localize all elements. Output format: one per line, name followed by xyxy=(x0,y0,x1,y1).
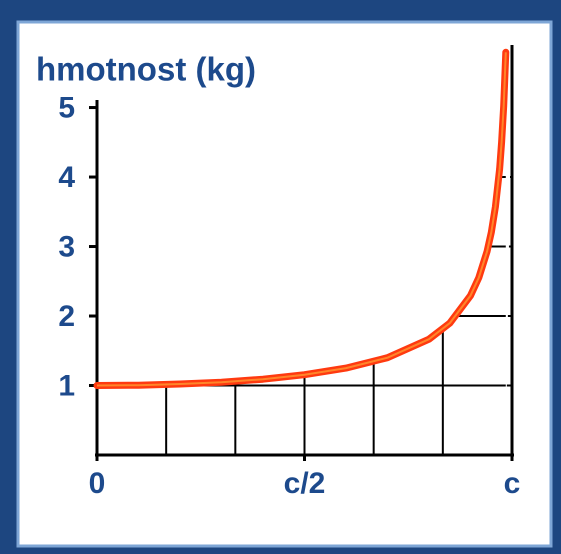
y-tick-label: 2 xyxy=(58,300,75,333)
y-tick-label: 4 xyxy=(58,161,75,194)
y-tick-label: 5 xyxy=(58,91,75,124)
y-tick-label: 1 xyxy=(58,369,75,402)
x-tick-label: 0 xyxy=(89,467,106,500)
panel xyxy=(16,20,553,548)
y-tick-label: 3 xyxy=(58,230,75,263)
chart-title: hmotnost (kg) xyxy=(36,51,256,88)
curve-highlight xyxy=(96,52,507,387)
x-tick-label: c/2 xyxy=(284,467,326,500)
x-tick-label: c xyxy=(504,467,521,500)
